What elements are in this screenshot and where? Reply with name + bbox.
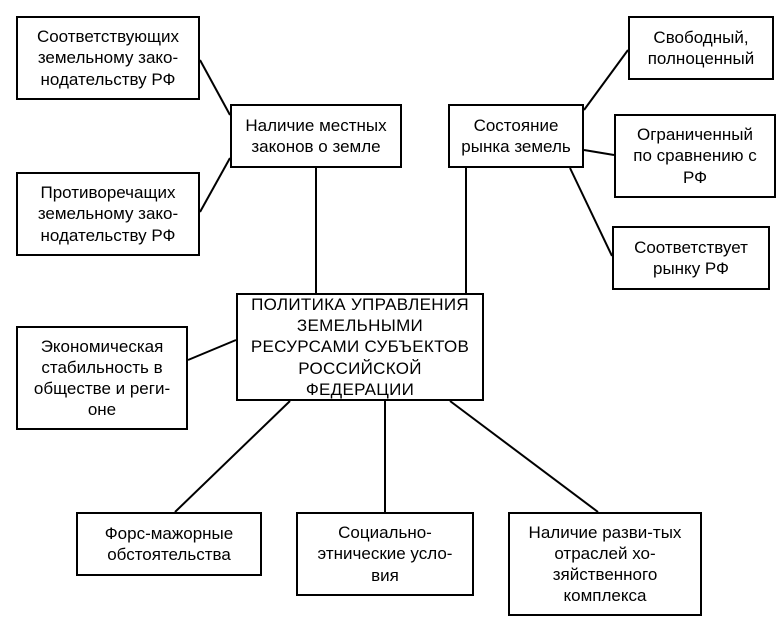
node-force-majeure: Форс-мажорные обстоятельства — [76, 512, 262, 576]
edge-econ_stab-central — [188, 340, 236, 360]
node-rf-market: Соответствует рынку РФ — [612, 226, 770, 290]
edge-local_laws-contradict_leg — [200, 158, 230, 212]
edge-market_state-rf_market — [570, 168, 612, 256]
node-compliant-leg: Соответствующих земельному зако-нодатель… — [16, 16, 200, 100]
diagram-canvas: ПОЛИТИКА УПРАВЛЕНИЯ ЗЕМЕЛЬНЫМИ РЕСУРСАМИ… — [0, 0, 783, 636]
node-central: ПОЛИТИКА УПРАВЛЕНИЯ ЗЕМЕЛЬНЫМИ РЕСУРСАМИ… — [236, 293, 484, 401]
edge-central-industries — [450, 401, 598, 512]
node-contradict-leg: Противоречащих земельному зако-нодательс… — [16, 172, 200, 256]
node-econ-stab: Экономическая стабильность в обществе и … — [16, 326, 188, 430]
edge-market_state-free_full — [584, 50, 628, 110]
node-free-full: Свободный, полноценный — [628, 16, 774, 80]
node-market-state: Состояние рынка земель — [448, 104, 584, 168]
node-industries: Наличие разви-тых отраслей хо-зяйственно… — [508, 512, 702, 616]
edge-central-force_majeure — [175, 401, 290, 512]
node-social-ethnic: Социально-этнические усло-вия — [296, 512, 474, 596]
node-local-laws: Наличие местных законов о земле — [230, 104, 402, 168]
edge-local_laws-compliant_leg — [200, 60, 230, 115]
node-limited: Ограниченный по сравнению с РФ — [614, 114, 776, 198]
edge-market_state-limited — [584, 150, 614, 155]
